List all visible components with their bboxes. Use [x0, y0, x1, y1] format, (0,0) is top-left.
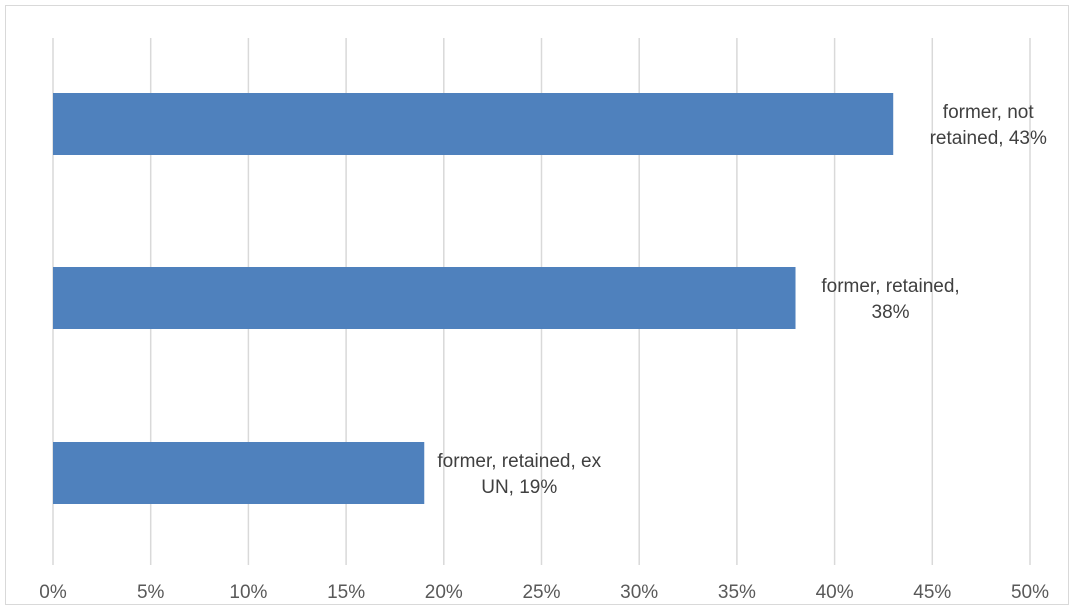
data-label-line: UN, 19%	[481, 477, 557, 498]
x-tick-label: 30%	[620, 582, 658, 603]
x-tick-label: 45%	[913, 582, 951, 603]
x-tick-label: 40%	[816, 582, 854, 603]
bar	[53, 442, 425, 504]
x-tick-label: 35%	[718, 582, 756, 603]
x-tick-label: 15%	[327, 582, 365, 603]
x-tick-label: 10%	[229, 582, 267, 603]
data-labels: former, not retained, 43% former, retained…	[437, 102, 1047, 498]
data-label-line: former, retained, ex	[437, 451, 601, 472]
data-label-line: 38%	[872, 302, 910, 323]
data-label-line: retained, 43%	[930, 128, 1047, 149]
bar-data-label: former, retained, ex UN, 19%	[437, 451, 601, 498]
x-tick-label: 25%	[522, 582, 560, 603]
bars	[53, 93, 894, 504]
bar	[53, 267, 796, 329]
x-tick-label: 5%	[137, 582, 165, 603]
x-axis-ticks: 0% 5% 10% 15% 20% 25% 30% 35% 40% 45% 50%	[39, 582, 1049, 603]
x-tick-label: 20%	[425, 582, 463, 603]
bar-data-label: former, not retained, 43%	[930, 102, 1047, 149]
bar	[53, 93, 894, 155]
x-tick-label: 50%	[1011, 582, 1049, 603]
bar-data-label: former, retained, 38%	[821, 276, 959, 323]
x-tick-label: 0%	[39, 582, 67, 603]
data-label-line: former, retained,	[821, 276, 959, 297]
data-label-line: former, not	[943, 102, 1035, 123]
